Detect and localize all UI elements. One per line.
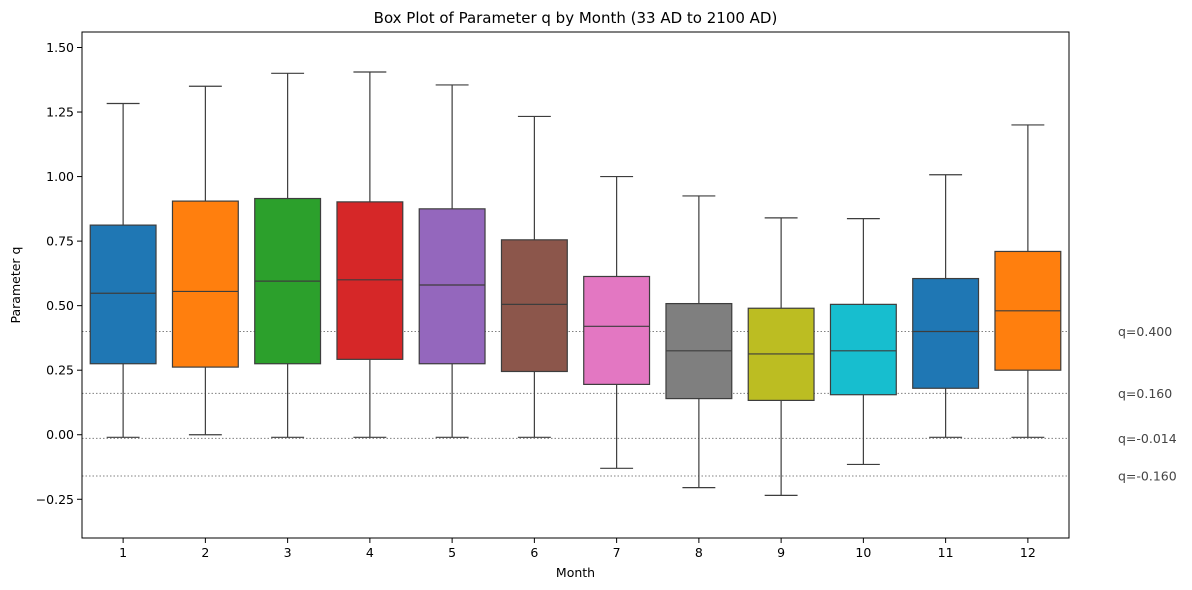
y-tick-label: 0.50 xyxy=(46,298,74,313)
box-body xyxy=(418,208,486,365)
y-tick-label: −0.25 xyxy=(36,492,74,507)
x-tick-label: 7 xyxy=(613,545,621,560)
y-tick-label: 1.50 xyxy=(46,40,74,55)
box-month-2 xyxy=(171,85,239,436)
x-tick-label: 1 xyxy=(119,545,127,560)
box-body xyxy=(829,303,897,396)
box-body xyxy=(583,275,651,385)
plot-frame xyxy=(81,31,1070,539)
reference-line-label: q=-0.160 xyxy=(1118,469,1177,484)
y-tick-label: 0.25 xyxy=(46,363,74,378)
box-month-6 xyxy=(500,115,568,438)
x-tick-label: 5 xyxy=(448,545,456,560)
x-tick-label: 2 xyxy=(201,545,209,560)
x-tick-label: 3 xyxy=(284,545,292,560)
y-tick-label: 0.00 xyxy=(46,427,74,442)
y-axis-label: Parameter q xyxy=(8,247,23,324)
box-month-3 xyxy=(254,72,322,438)
box-month-10 xyxy=(829,218,897,466)
box-month-4 xyxy=(336,71,404,438)
x-tick-label: 8 xyxy=(695,545,703,560)
reference-line-label: q=0.400 xyxy=(1118,324,1172,339)
x-tick-label: 9 xyxy=(777,545,785,560)
box-body xyxy=(336,201,404,360)
x-tick-label: 6 xyxy=(530,545,538,560)
x-tick-label: 12 xyxy=(1020,545,1036,560)
reference-lines xyxy=(82,330,1069,477)
box-month-9 xyxy=(747,217,815,497)
x-tick-label: 10 xyxy=(855,545,871,560)
box-body xyxy=(912,277,980,389)
box-month-5 xyxy=(418,84,486,438)
box-month-12 xyxy=(994,124,1062,438)
y-tick-label: 0.75 xyxy=(46,234,74,249)
plot-area: −0.250.000.250.500.751.001.251.501 2 3 4 5 6 7… xyxy=(36,31,1177,560)
box-body xyxy=(171,200,239,368)
box-month-8 xyxy=(665,195,733,489)
box-month-7 xyxy=(583,175,651,469)
reference-line-label: q=0.160 xyxy=(1118,386,1172,401)
x-tick-label: 4 xyxy=(366,545,374,560)
box-month-11 xyxy=(912,174,980,438)
reference-line-label: q=-0.014 xyxy=(1118,431,1177,446)
box-body xyxy=(89,224,157,365)
box-month-1 xyxy=(89,102,157,438)
y-tick-label: 1.00 xyxy=(46,169,74,184)
x-axis-label: Month xyxy=(556,565,595,580)
x-tick-label: 11 xyxy=(938,545,954,560)
chart-title: Box Plot of Parameter q by Month (33 AD … xyxy=(374,9,778,27)
box-body xyxy=(500,239,568,373)
y-tick-label: 1.25 xyxy=(46,105,74,120)
